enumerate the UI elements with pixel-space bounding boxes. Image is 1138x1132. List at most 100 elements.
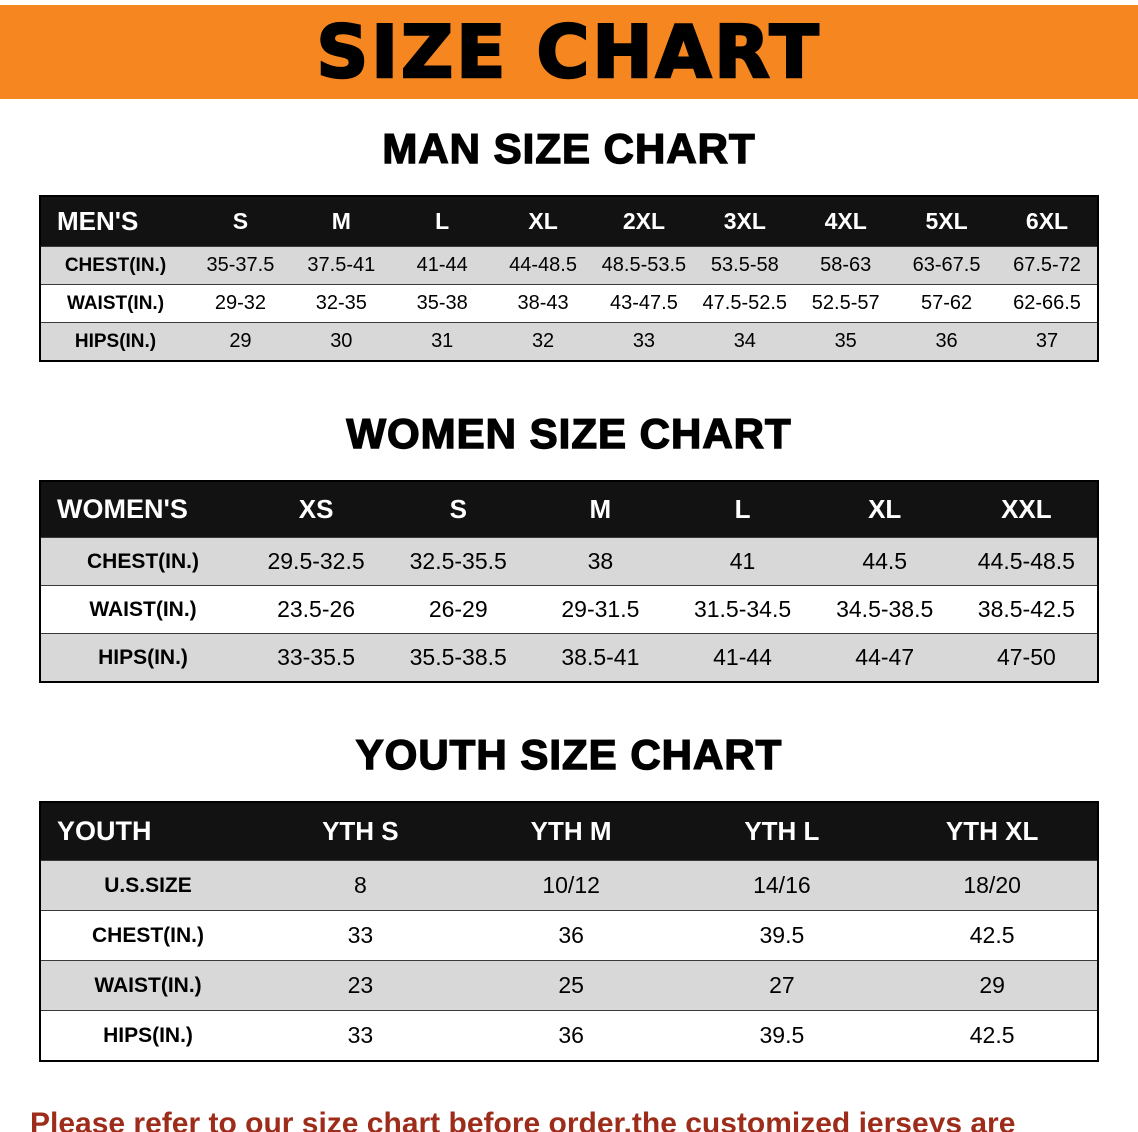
size-value-cell: 57-62 [920, 292, 973, 314]
size-value-cell: 8 [353, 872, 367, 898]
disclaimer-line-1: Please refer to our size chart before or… [30, 1107, 1016, 1132]
size-value-cell: 37.5-41 [307, 254, 376, 276]
table-header-row: WOMEN'S XS S M L XL XXL [40, 481, 1098, 538]
size-value-cell: 63-67.5 [912, 254, 981, 276]
banner: SIZE CHART [0, 5, 1138, 99]
women-size-section: WOMEN SIZE CHART WOMEN'S XS S M L XL XXL CHEST(… [0, 409, 1138, 683]
size-column-header: 4XL [824, 208, 867, 234]
women-size-table: WOMEN'S XS S M L XL XXL CHEST(IN.) 29.5-32.5 32.5… [39, 480, 1099, 683]
row-label-cell: WAIST(IN.) [89, 597, 197, 621]
table-title-cell: MEN'S [57, 206, 139, 236]
size-value-cell: 48.5-53.5 [601, 254, 687, 276]
size-column-header: XS [298, 494, 334, 524]
size-value-cell: 35 [834, 330, 857, 352]
size-value-cell: 35-37.5 [206, 254, 275, 276]
row-label-cell: HIPS(IN.) [103, 1023, 193, 1047]
disclaimer: Please refer to our size chart before or… [0, 1104, 1138, 1132]
table-row: U.S.SIZE 8 10/12 14/16 18/20 [40, 860, 1098, 911]
size-value-cell: 26-29 [428, 596, 488, 622]
youth-size-section: YOUTH SIZE CHART YOUTH YTH S YTH M YTH L YTH… [0, 730, 1138, 1062]
size-column-header: XL [868, 494, 902, 524]
size-value-cell: 37 [1035, 330, 1059, 352]
size-column-header: L [435, 208, 450, 234]
size-value-cell: 36 [558, 922, 584, 948]
size-column-header: 5XL [925, 208, 968, 234]
size-column-header: YTH XL [945, 816, 1039, 846]
table-row: HIPS(IN.) 33-35.5 35.5-38.5 38.5-41 41-44 44-… [40, 633, 1098, 682]
size-value-cell: 47-50 [996, 644, 1056, 670]
size-value-cell: 29-32 [214, 292, 267, 314]
size-value-cell: 39.5 [759, 922, 805, 948]
size-value-cell: 10/12 [542, 872, 600, 898]
size-column-header: YTH S [322, 816, 399, 846]
table-header-row: YOUTH YTH S YTH M YTH L YTH XL [40, 802, 1098, 861]
table-row: CHEST(IN.) 35-37.5 37.5-41 41-44 44-48.5 48.5… [40, 246, 1098, 285]
size-value-cell: 38-43 [517, 292, 569, 314]
size-value-cell: 47.5-52.5 [702, 292, 788, 314]
size-value-cell: 62-66.5 [1013, 292, 1081, 314]
size-value-cell: 30 [330, 330, 353, 352]
size-value-cell: 14/16 [753, 872, 811, 898]
table-row: WAIST(IN.) 23.5-26 26-29 29-31.5 31.5-34.5 34… [40, 585, 1098, 634]
size-value-cell: 38 [587, 548, 614, 574]
table-title-cell: YOUTH [57, 816, 152, 846]
row-label-cell: WAIST(IN.) [66, 292, 165, 314]
size-column-header: S [449, 494, 467, 524]
size-value-cell: 42.5 [969, 1022, 1015, 1048]
size-value-cell: 52.5-57 [811, 292, 880, 314]
size-value-cell: 31.5-34.5 [693, 596, 792, 622]
page-title: SIZE CHART [315, 9, 822, 96]
size-value-cell: 32-35 [315, 292, 367, 314]
men-section-heading: MAN SIZE CHART [382, 124, 756, 172]
size-value-cell: 32 [531, 330, 555, 352]
size-value-cell: 34.5-38.5 [836, 596, 934, 622]
size-value-cell: 18/20 [963, 872, 1021, 898]
size-column-header: 6XL [1025, 208, 1069, 234]
row-label-cell: CHEST(IN.) [92, 923, 204, 947]
size-value-cell: 29.5-32.5 [267, 548, 365, 574]
size-value-cell: 29 [229, 330, 252, 352]
size-column-header: 3XL [723, 208, 766, 234]
size-value-cell: 36 [558, 1022, 584, 1048]
table-header-row: MEN'S S M L XL 2XL 3XL 4XL 5XL 6XL [40, 196, 1098, 247]
table-title-cell: WOMEN'S [57, 494, 188, 524]
size-value-cell: 33 [347, 1022, 374, 1048]
table-row: HIPS(IN.) 33 36 39.5 42.5 [40, 1010, 1098, 1061]
men-size-section: MAN SIZE CHART MEN'S S M L XL 2XL 3XL 4XL 5XL 6XL… [0, 124, 1138, 362]
size-column-header: M [331, 208, 351, 234]
size-value-cell: 35-38 [416, 292, 468, 314]
size-value-cell: 44-48.5 [509, 254, 577, 276]
size-value-cell: 42.5 [969, 922, 1015, 948]
size-value-cell: 35.5-38.5 [409, 644, 507, 670]
row-label-cell: HIPS(IN.) [98, 645, 188, 669]
row-label-cell: WAIST(IN.) [94, 973, 202, 997]
women-section-heading: WOMEN SIZE CHART [346, 409, 792, 457]
size-value-cell: 53.5-58 [710, 254, 779, 276]
size-value-cell: 25 [558, 972, 584, 998]
size-value-cell: 34 [733, 330, 756, 352]
size-column-header: YTH M [530, 816, 612, 846]
size-value-cell: 32.5-35.5 [409, 548, 507, 574]
size-column-header: M [589, 494, 612, 524]
table-row: CHEST(IN.) 29.5-32.5 32.5-35.5 38 41 44.5 44.5… [40, 537, 1098, 586]
size-value-cell: 23 [347, 972, 374, 998]
size-column-header: YTH L [744, 816, 820, 846]
row-label-cell: CHEST(IN.) [64, 254, 167, 276]
youth-section-heading: YOUTH SIZE CHART [355, 730, 783, 778]
size-column-header: XL [528, 208, 558, 234]
size-value-cell: 41-44 [416, 254, 468, 276]
table-row: WAIST(IN.) 29-32 32-35 35-38 38-43 43-47.5 47.… [40, 284, 1098, 323]
size-value-cell: 41 [729, 548, 756, 574]
size-value-cell: 38.5-42.5 [977, 596, 1075, 622]
row-label-cell: HIPS(IN.) [74, 330, 157, 352]
size-value-cell: 27 [769, 972, 795, 998]
size-column-header: XXL [1001, 494, 1052, 524]
table-row: HIPS(IN.) 29 30 31 32 33 34 35 36 37 [40, 322, 1098, 361]
row-label-cell: CHEST(IN.) [87, 549, 199, 573]
size-column-header: 2XL [622, 208, 666, 234]
size-value-cell: 39.5 [759, 1022, 805, 1048]
size-value-cell: 33-35.5 [277, 644, 356, 670]
size-value-cell: 44.5-48.5 [977, 548, 1075, 574]
size-value-cell: 44-47 [855, 644, 915, 670]
